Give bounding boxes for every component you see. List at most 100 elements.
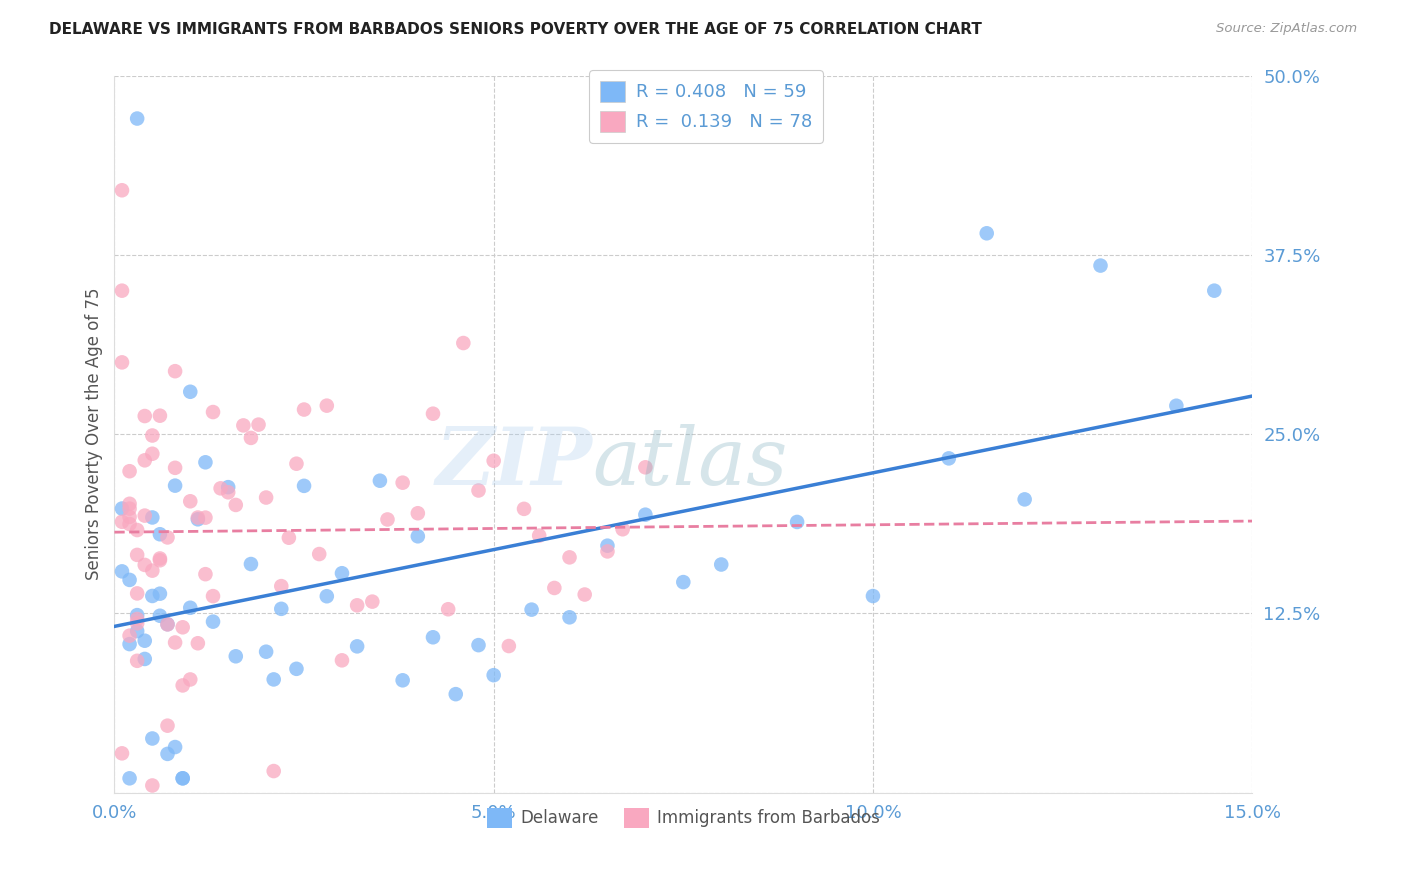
- Point: [263, 673, 285, 687]
- Point: [141, 447, 163, 461]
- Point: [111, 355, 134, 369]
- Point: [149, 587, 172, 601]
- Point: [634, 508, 657, 522]
- Point: [187, 636, 209, 650]
- Point: [149, 409, 172, 423]
- Point: [156, 747, 179, 761]
- Point: [111, 515, 134, 529]
- Point: [315, 399, 337, 413]
- Point: [194, 455, 217, 469]
- Point: [482, 668, 505, 682]
- Point: [111, 747, 134, 761]
- Point: [179, 384, 201, 399]
- Point: [330, 653, 353, 667]
- Point: [239, 557, 262, 571]
- Point: [141, 589, 163, 603]
- Point: [156, 719, 179, 733]
- Point: [118, 501, 141, 516]
- Point: [141, 564, 163, 578]
- Point: [634, 460, 657, 475]
- Point: [172, 620, 194, 634]
- Point: [596, 544, 619, 558]
- Point: [179, 673, 201, 687]
- Point: [217, 485, 239, 500]
- Point: [194, 510, 217, 524]
- Point: [467, 483, 489, 498]
- Point: [263, 764, 285, 778]
- Point: [134, 633, 156, 648]
- Point: [127, 608, 149, 623]
- Point: [156, 617, 179, 632]
- Point: [368, 474, 391, 488]
- Text: DELAWARE VS IMMIGRANTS FROM BARBADOS SENIORS POVERTY OVER THE AGE OF 75 CORRELAT: DELAWARE VS IMMIGRANTS FROM BARBADOS SEN…: [49, 22, 981, 37]
- Point: [202, 615, 225, 629]
- Point: [111, 501, 134, 516]
- Point: [165, 740, 187, 755]
- Point: [209, 481, 232, 495]
- Point: [422, 630, 444, 644]
- Text: Source: ZipAtlas.com: Source: ZipAtlas.com: [1216, 22, 1357, 36]
- Point: [127, 624, 149, 639]
- Point: [217, 480, 239, 494]
- Point: [149, 553, 172, 567]
- Point: [194, 567, 217, 582]
- Point: [141, 510, 163, 524]
- Point: [527, 528, 550, 542]
- Point: [574, 588, 596, 602]
- Point: [165, 478, 187, 492]
- Point: [165, 635, 187, 649]
- Point: [346, 640, 368, 654]
- Point: [976, 227, 998, 241]
- Point: [134, 652, 156, 666]
- Point: [179, 494, 201, 508]
- Point: [612, 522, 634, 536]
- Point: [165, 364, 187, 378]
- Point: [543, 581, 565, 595]
- Point: [127, 586, 149, 600]
- Point: [127, 612, 149, 626]
- Point: [127, 654, 149, 668]
- Point: [141, 731, 163, 746]
- Point: [498, 639, 520, 653]
- Point: [118, 497, 141, 511]
- Point: [239, 431, 262, 445]
- Point: [285, 662, 308, 676]
- Point: [453, 336, 475, 351]
- Point: [118, 464, 141, 478]
- Point: [111, 565, 134, 579]
- Point: [187, 512, 209, 526]
- Point: [118, 573, 141, 587]
- Point: [406, 529, 429, 543]
- Point: [118, 510, 141, 524]
- Point: [156, 530, 179, 544]
- Point: [118, 772, 141, 786]
- Point: [172, 678, 194, 692]
- Point: [118, 629, 141, 643]
- Point: [225, 498, 247, 512]
- Point: [330, 566, 353, 581]
- Point: [202, 589, 225, 603]
- Point: [437, 602, 460, 616]
- Text: ZIP: ZIP: [436, 424, 592, 501]
- Point: [862, 589, 884, 603]
- Y-axis label: Seniors Poverty Over the Age of 75: Seniors Poverty Over the Age of 75: [86, 288, 103, 581]
- Point: [558, 610, 581, 624]
- Point: [346, 599, 368, 613]
- Point: [391, 673, 413, 688]
- Point: [422, 407, 444, 421]
- Point: [406, 506, 429, 520]
- Point: [225, 649, 247, 664]
- Point: [277, 531, 299, 545]
- Legend: Delaware, Immigrants from Barbados: Delaware, Immigrants from Barbados: [481, 801, 886, 835]
- Point: [247, 417, 270, 432]
- Point: [134, 409, 156, 423]
- Point: [232, 418, 254, 433]
- Point: [172, 772, 194, 786]
- Point: [111, 183, 134, 197]
- Point: [786, 515, 808, 529]
- Point: [134, 453, 156, 467]
- Point: [134, 558, 156, 572]
- Point: [596, 539, 619, 553]
- Point: [270, 602, 292, 616]
- Point: [127, 523, 149, 537]
